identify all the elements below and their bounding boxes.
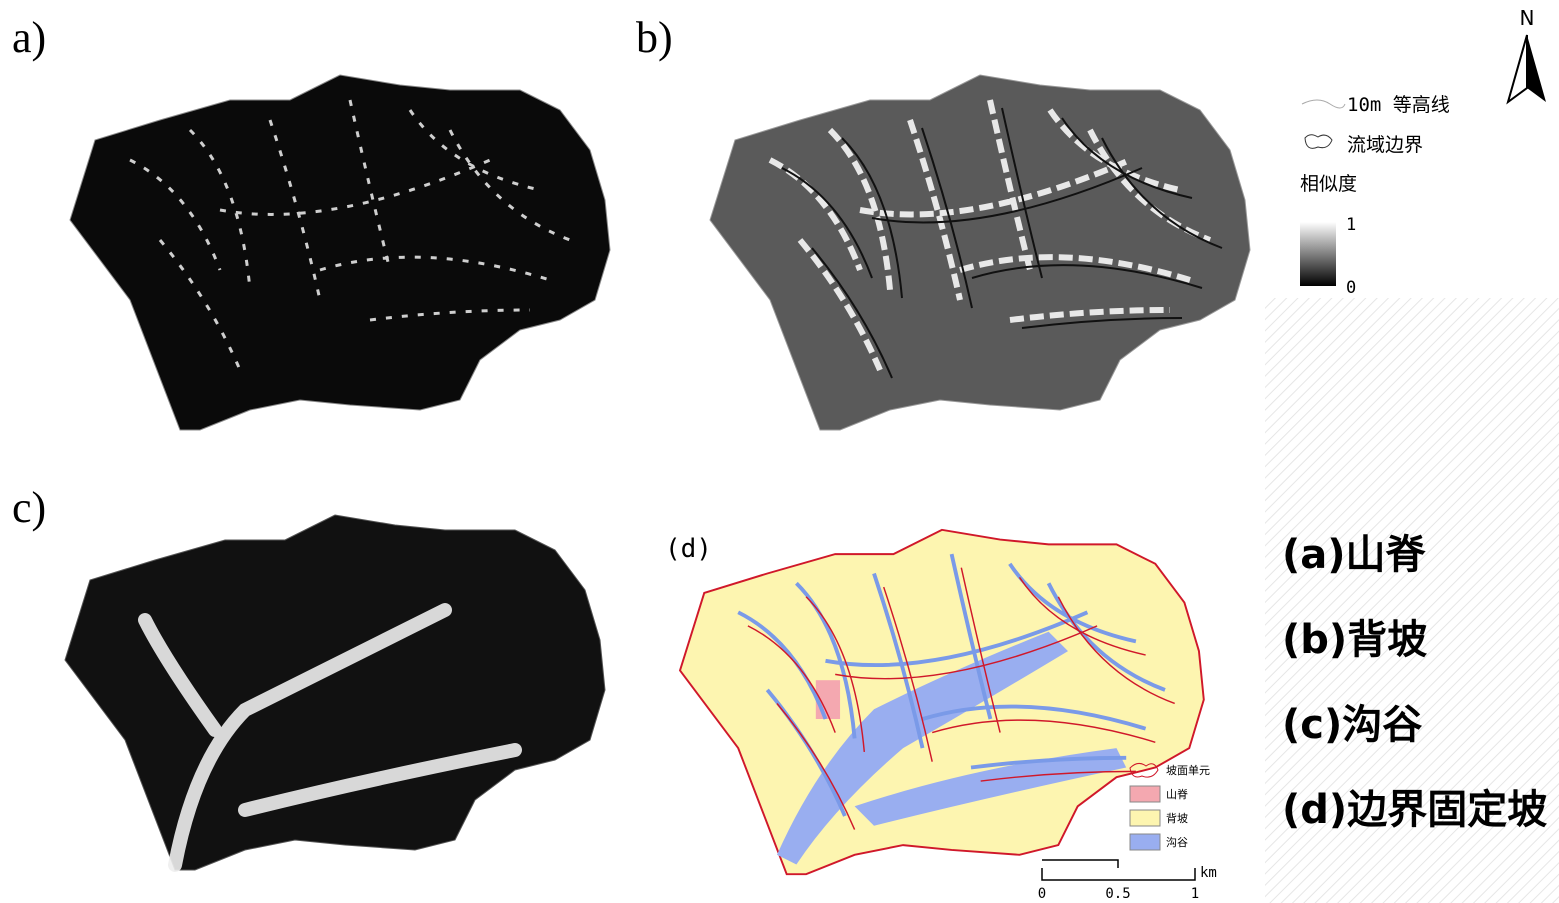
figure: a) b) c) (d) N 10m 等高线 流域边界 相似度 1 0 坡面单元… [0,0,1559,903]
legend-swatch [1130,834,1160,850]
color-ramp [1300,222,1336,286]
scale-bar [1042,860,1195,880]
legend-text: 10m 等高线 [1347,94,1450,116]
scale-tick: 0 [1038,886,1046,902]
legend-text: 沟谷 [1166,836,1188,849]
legend-text: 流域边界 [1347,134,1423,156]
north-arrow [1508,35,1527,102]
map-d [680,530,1204,874]
map-b [710,75,1250,430]
ramp-label: 1 [1346,215,1356,235]
panel-label: b) [636,13,673,62]
legend-text: 坡面单元 [1166,764,1210,777]
caption: (d)边界固定坡 [1282,787,1547,833]
scale-tick: 0.5 [1105,886,1130,902]
panel-label: a) [12,13,46,62]
map-a [70,75,610,430]
legend-title: 相似度 [1300,173,1357,195]
legend-text: 背坡 [1166,811,1188,825]
caption: (a)山脊 [1282,532,1427,578]
map-c [65,515,605,870]
ramp-label: 0 [1346,278,1356,298]
caption: (b)背坡 [1282,617,1427,663]
legend-swatch [1130,810,1160,826]
panel-label: (d) [665,534,712,564]
north-label: N [1520,6,1535,30]
contour-symbol [1302,100,1345,108]
legend-text: 山脊 [1166,787,1188,801]
legend-swatch [1130,786,1160,802]
boundary-symbol [1305,135,1332,149]
caption: (c)沟谷 [1282,702,1422,748]
scale-tick: 1 [1191,886,1199,902]
scale-unit: km [1200,865,1217,881]
panel-label: c) [12,483,46,532]
north-arrow [1527,35,1546,102]
